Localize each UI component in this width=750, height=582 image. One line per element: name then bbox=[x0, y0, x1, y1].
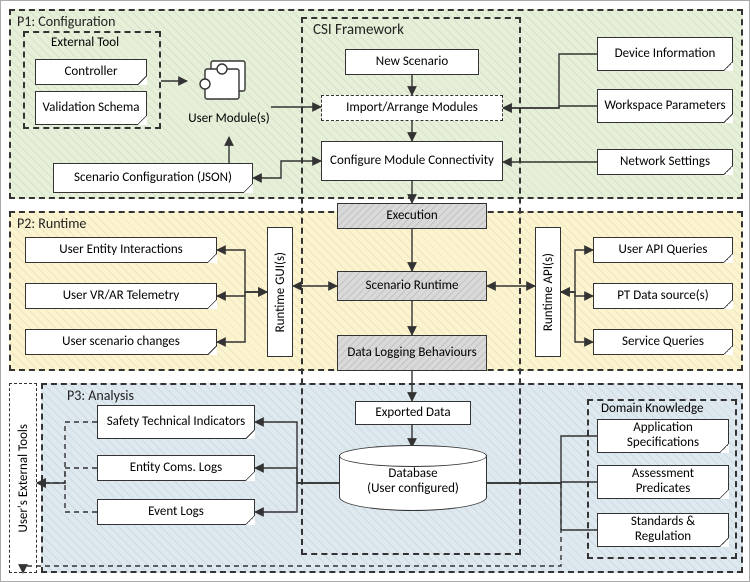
node-execution-label: Execution bbox=[386, 209, 437, 224]
node-config-connect: Configure Module Connectivity bbox=[321, 141, 503, 181]
node-scenario-config: Scenario Configuration (JSON) bbox=[53, 163, 253, 193]
node-user-api-label: User API Queries bbox=[619, 243, 708, 258]
node-execution: Execution bbox=[337, 203, 487, 229]
node-service-queries: Service Queries bbox=[593, 329, 733, 355]
node-database: Database(User configured) bbox=[339, 455, 487, 511]
node-device-info: Device Information bbox=[597, 37, 733, 71]
node-database-label: Database(User configured) bbox=[340, 467, 486, 497]
node-new-scenario-label: New Scenario bbox=[376, 55, 448, 70]
node-entity-coms-label: Entity Coms. Logs bbox=[130, 461, 222, 476]
node-user-entity-label: User Entity Interactions bbox=[59, 243, 183, 258]
node-assess-pred-label: Assessment Predicates bbox=[604, 467, 722, 497]
node-safety-ind-label: Safety Technical Indicators bbox=[107, 415, 246, 430]
region-user-tools: User's External Tools bbox=[9, 383, 37, 573]
node-app-spec-label: Application Specifications bbox=[604, 421, 722, 451]
node-config-connect-label: Configure Module Connectivity bbox=[330, 154, 494, 169]
node-user-vr: User VR/AR Telemetry bbox=[25, 283, 217, 309]
node-validation-schema-label: Validation Schema bbox=[42, 101, 139, 116]
node-device-info-label: Device Information bbox=[615, 47, 716, 62]
node-import-modules-label: Import/Arrange Modules bbox=[346, 101, 478, 116]
node-assess-pred: Assessment Predicates bbox=[597, 465, 729, 499]
region-external-tool-label: External Tool bbox=[51, 35, 119, 50]
puzzle-icon bbox=[197, 57, 261, 109]
node-user-changes: User scenario changes bbox=[25, 329, 217, 355]
node-runtime-guis: Runtime GUI(s) bbox=[267, 227, 293, 357]
node-standards-label: Standards & Regulation bbox=[604, 515, 722, 545]
node-event-logs-label: Event Logs bbox=[148, 505, 204, 520]
node-standards: Standards & Regulation bbox=[597, 513, 729, 547]
node-user-api: User API Queries bbox=[593, 237, 733, 263]
node-entity-coms: Entity Coms. Logs bbox=[97, 455, 255, 481]
node-data-logging-label: Data Logging Behaviours bbox=[347, 346, 476, 361]
region-p3-label: P3: Analysis bbox=[67, 387, 134, 404]
node-import-modules: Import/Arrange Modules bbox=[321, 95, 503, 121]
node-controller-label: Controller bbox=[65, 65, 118, 80]
node-pt-data: PT Data source(s) bbox=[593, 283, 733, 309]
node-runtime-apis: Runtime API(s) bbox=[535, 227, 561, 357]
node-event-logs: Event Logs bbox=[97, 499, 255, 525]
node-new-scenario: New Scenario bbox=[345, 49, 479, 75]
node-user-changes-label: User scenario changes bbox=[62, 335, 180, 350]
node-exported-data-label: Exported Data bbox=[375, 406, 450, 421]
region-user-tools-label: User's External Tools bbox=[16, 424, 31, 533]
node-network-settings: Network Settings bbox=[597, 149, 733, 175]
node-scenario-config-label: Scenario Configuration (JSON) bbox=[74, 171, 232, 186]
node-runtime-guis-label: Runtime GUI(s) bbox=[273, 252, 288, 332]
node-workspace-params: Workspace Parameters bbox=[597, 89, 733, 123]
node-app-spec: Application Specifications bbox=[597, 419, 729, 453]
node-user-modules-label: User Module(s) bbox=[187, 111, 271, 126]
node-scenario-runtime-label: Scenario Runtime bbox=[366, 279, 459, 294]
node-data-logging: Data Logging Behaviours bbox=[337, 335, 487, 371]
node-safety-ind: Safety Technical Indicators bbox=[97, 405, 255, 439]
node-runtime-apis-label: Runtime API(s) bbox=[541, 253, 556, 331]
node-validation-schema: Validation Schema bbox=[35, 91, 147, 125]
node-workspace-params-label: Workspace Parameters bbox=[604, 99, 725, 114]
region-p1-label: P1: Configuration bbox=[17, 13, 115, 30]
node-scenario-runtime: Scenario Runtime bbox=[337, 271, 487, 301]
node-user-modules: User Module(s) bbox=[187, 57, 271, 137]
region-p2-label: P2: Runtime bbox=[17, 215, 86, 232]
node-controller: Controller bbox=[35, 59, 147, 85]
node-exported-data: Exported Data bbox=[355, 401, 471, 425]
node-service-queries-label: Service Queries bbox=[622, 335, 704, 350]
diagram-stage: P1: Configuration P2: Runtime P3: Analys… bbox=[0, 0, 750, 582]
node-network-settings-label: Network Settings bbox=[620, 155, 710, 170]
node-user-vr-label: User VR/AR Telemetry bbox=[63, 289, 180, 304]
region-csi-label: CSI Framework bbox=[313, 21, 404, 39]
node-pt-data-label: PT Data source(s) bbox=[617, 289, 708, 304]
region-domain-knowledge-label: Domain Knowledge bbox=[601, 401, 703, 416]
node-user-entity: User Entity Interactions bbox=[25, 237, 217, 263]
